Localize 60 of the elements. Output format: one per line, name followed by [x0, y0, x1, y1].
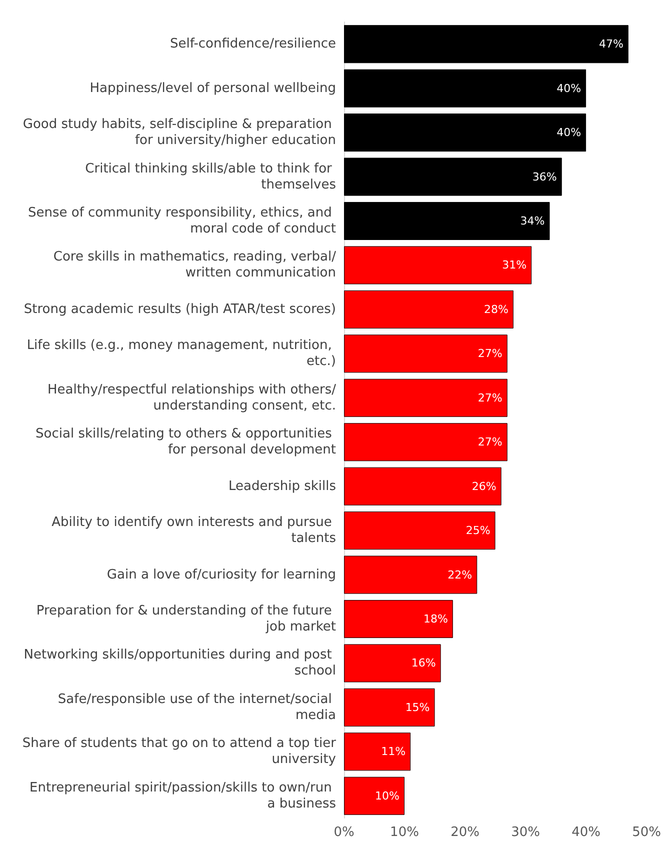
- data-label: 40%: [556, 82, 582, 95]
- bar: [344, 776, 405, 815]
- data-label: 18%: [423, 612, 448, 626]
- bar: [344, 423, 508, 462]
- data-label: 11%: [381, 745, 406, 758]
- bar: [344, 202, 550, 240]
- bar: [344, 688, 435, 726]
- bar: [344, 732, 411, 771]
- bar: [344, 246, 532, 284]
- y-tick-label: Gain a love of/curiosity for learning: [106, 567, 336, 582]
- data-label: 34%: [520, 214, 545, 228]
- data-label: 26%: [472, 480, 496, 493]
- bar: [344, 512, 496, 550]
- y-tick-label: Entrepreneurial spirit/passion/skills to own/run a business: [30, 780, 336, 812]
- data-label: 40%: [556, 126, 582, 140]
- y-tick-label: Good study habits, self-discipline & preparation for university/higher education: [22, 117, 336, 148]
- x-tick-label: 10%: [390, 825, 419, 840]
- y-tick-label: Share of students that go on to attend a top tier university: [22, 736, 337, 768]
- bar: [344, 467, 502, 506]
- y-tick-label: Critical thinking skills/able to think for themselves: [85, 161, 336, 192]
- bar: [344, 556, 478, 594]
- x-tick-label: 50%: [632, 825, 662, 840]
- bar: [344, 290, 514, 328]
- bar: [344, 114, 586, 152]
- x-tick-label: 30%: [511, 825, 540, 840]
- y-tick-label: Social skills/relating to others & opportunities for personal development: [36, 426, 336, 458]
- data-label: 27%: [478, 436, 502, 449]
- data-label: 27%: [478, 391, 502, 404]
- y-tick-label: Core skills in mathematics, reading, verbal/written communication: [53, 250, 337, 281]
- y-tick-label: Preparation for & understanding of the future job market: [36, 604, 336, 634]
- data-label: 10%: [375, 789, 400, 802]
- bar: [344, 334, 508, 373]
- y-tick-label: Safe/responsible use of the internet/social media: [58, 692, 336, 723]
- y-tick-label: Strong academic results (high ATAR/test scores): [24, 302, 336, 317]
- data-label: 36%: [532, 170, 557, 184]
- x-tick-label: 20%: [450, 825, 480, 840]
- data-label: 47%: [598, 38, 624, 51]
- y-tick-label: Happiness/level of personal wellbeing: [90, 80, 336, 96]
- bar: [344, 25, 628, 64]
- data-label: 15%: [405, 700, 430, 714]
- data-label: 25%: [466, 524, 490, 538]
- y-tick-label: Ability to identify own interests and pursue talents: [52, 515, 336, 546]
- data-label: 22%: [448, 568, 472, 582]
- x-tick-label: 40%: [572, 825, 600, 840]
- bar: [344, 644, 441, 682]
- data-label: 28%: [484, 302, 508, 316]
- bar: [344, 158, 562, 196]
- y-tick-label: Self-confidence/resilience: [170, 36, 336, 52]
- bar: [344, 378, 508, 417]
- data-label: 31%: [502, 258, 527, 272]
- y-tick-label: Networking skills/opportunities during and post school: [24, 648, 336, 679]
- data-label: 16%: [411, 656, 436, 670]
- y-tick-label: Healthy/respectful relationships with others/understanding consent, etc.: [48, 382, 337, 414]
- bar: [344, 69, 586, 108]
- x-tick-label: 0%: [334, 825, 354, 840]
- data-label: 27%: [478, 347, 502, 360]
- y-tick-label: Leadership skills: [228, 478, 336, 494]
- y-tick-label: Sense of community responsibility, ethics, and moral code of conduct: [28, 206, 336, 236]
- bar: [344, 600, 453, 638]
- y-tick-label: Life skills (e.g., money management, nutrition, etc.): [26, 338, 336, 370]
